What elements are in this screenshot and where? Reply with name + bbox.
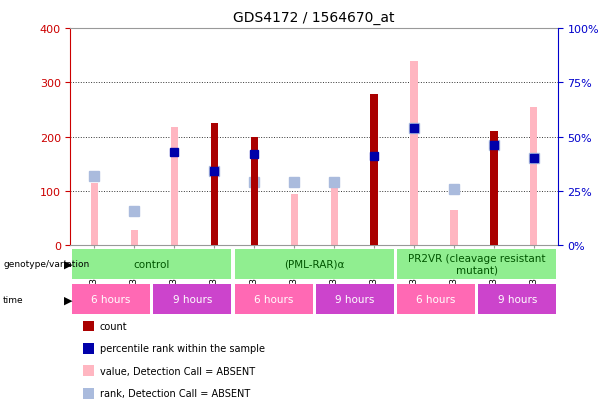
Text: PR2VR (cleavage resistant
mutant): PR2VR (cleavage resistant mutant) bbox=[408, 254, 546, 275]
Text: value, Detection Call = ABSENT: value, Detection Call = ABSENT bbox=[100, 366, 255, 376]
Title: GDS4172 / 1564670_at: GDS4172 / 1564670_at bbox=[234, 11, 395, 25]
Text: 6 hours: 6 hours bbox=[416, 294, 455, 304]
Bar bbox=[411, 62, 417, 246]
Bar bbox=[235, 284, 313, 315]
Text: 9 hours: 9 hours bbox=[498, 294, 537, 304]
Text: count: count bbox=[100, 321, 128, 331]
Bar bbox=[478, 284, 556, 315]
Bar bbox=[235, 249, 394, 280]
Text: (PML-RAR)α: (PML-RAR)α bbox=[284, 259, 345, 269]
Bar bbox=[291, 194, 298, 246]
Text: rank, Detection Call = ABSENT: rank, Detection Call = ABSENT bbox=[100, 388, 250, 398]
Bar bbox=[530, 107, 538, 246]
Bar bbox=[330, 183, 338, 246]
Bar bbox=[451, 211, 457, 246]
Bar bbox=[171, 128, 178, 246]
Bar bbox=[370, 95, 378, 246]
Bar bbox=[397, 284, 475, 315]
Bar bbox=[211, 124, 218, 246]
Bar bbox=[131, 230, 138, 246]
Text: percentile rank within the sample: percentile rank within the sample bbox=[100, 344, 265, 354]
Bar bbox=[490, 132, 498, 246]
Text: 6 hours: 6 hours bbox=[91, 294, 131, 304]
Text: control: control bbox=[134, 259, 170, 269]
Text: genotype/variation: genotype/variation bbox=[3, 260, 89, 269]
Text: 9 hours: 9 hours bbox=[335, 294, 375, 304]
Bar bbox=[397, 249, 556, 280]
Bar bbox=[72, 249, 231, 280]
Bar bbox=[153, 284, 231, 315]
Bar bbox=[251, 137, 258, 246]
Bar bbox=[251, 192, 258, 246]
Text: 9 hours: 9 hours bbox=[173, 294, 212, 304]
Text: 6 hours: 6 hours bbox=[254, 294, 293, 304]
Bar bbox=[316, 284, 394, 315]
Bar bbox=[72, 284, 150, 315]
Text: ▶: ▶ bbox=[64, 259, 72, 269]
Bar bbox=[91, 183, 98, 246]
Text: time: time bbox=[3, 295, 24, 304]
Text: ▶: ▶ bbox=[64, 294, 72, 304]
